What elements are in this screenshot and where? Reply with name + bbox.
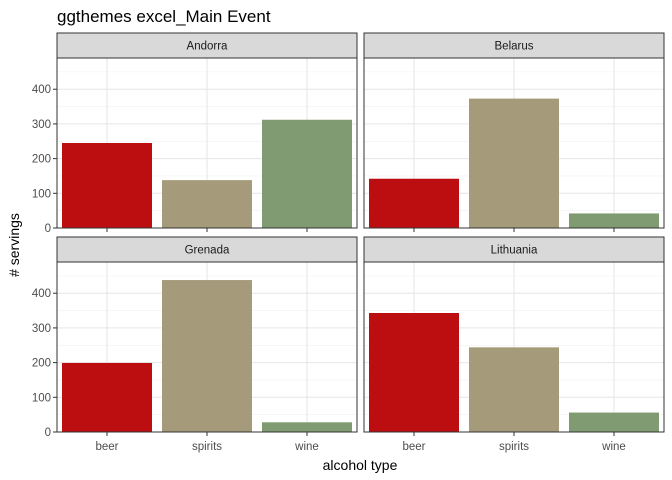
facet-panels: Andorra 0 100 200 300 400 Belarus Grenada 0 100 20… xyxy=(32,32,665,453)
x-tick-label: wine xyxy=(294,441,319,453)
facet-panel-lithuania: Lithuania beer spirits wine xyxy=(363,236,665,453)
y-tick-label: 100 xyxy=(32,392,51,404)
x-tick-label: wine xyxy=(601,441,626,453)
facet-strip-label: Lithuania xyxy=(491,245,538,257)
bar-wine xyxy=(262,422,352,432)
x-tick-label: beer xyxy=(95,441,118,453)
y-tick-label: 100 xyxy=(32,188,51,200)
y-tick-label: 300 xyxy=(32,119,51,131)
facet-strip xyxy=(56,32,358,59)
y-axis-title: # servings xyxy=(6,213,22,277)
bar-spirits xyxy=(162,180,252,228)
bar-spirits xyxy=(162,280,252,432)
facet-panel-belarus: Belarus xyxy=(363,32,665,232)
x-axis-title: alcohol type xyxy=(323,457,398,473)
y-tick-label: 400 xyxy=(32,288,51,300)
y-tick-label: 0 xyxy=(45,427,51,439)
bar-wine xyxy=(569,412,659,432)
bar-spirits xyxy=(469,98,559,229)
facet-strip xyxy=(363,32,665,59)
bar-beer xyxy=(62,143,152,228)
facet-panel-grenada: Grenada 0 100 200 300 400 beer spirits wine xyxy=(32,236,358,453)
bar-wine xyxy=(569,213,659,228)
y-tick-label: 200 xyxy=(32,154,51,166)
y-tick-label: 300 xyxy=(32,323,51,335)
facet-panel-andorra: Andorra 0 100 200 300 400 xyxy=(32,32,358,235)
x-tick-label: beer xyxy=(402,441,425,453)
chart-title: ggthemes excel_Main Event xyxy=(57,7,271,26)
facet-strip-label: Grenada xyxy=(185,245,230,257)
y-tick-label: 200 xyxy=(32,358,51,370)
facet-strip-label: Belarus xyxy=(495,41,534,53)
bar-beer xyxy=(369,313,459,432)
y-tick-label: 0 xyxy=(45,223,51,235)
bar-beer xyxy=(62,362,152,432)
y-tick-label: 400 xyxy=(32,84,51,96)
facet-strip xyxy=(56,236,358,263)
bar-beer xyxy=(369,178,459,228)
x-tick-label: spirits xyxy=(499,441,529,453)
bar-wine xyxy=(262,119,352,228)
facet-strip-label: Andorra xyxy=(187,41,229,53)
x-tick-label: spirits xyxy=(192,441,222,453)
facet-strip xyxy=(363,236,665,263)
bar-spirits xyxy=(469,347,559,432)
